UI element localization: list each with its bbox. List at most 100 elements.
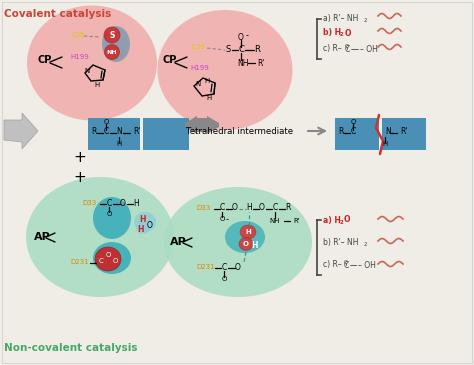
- Ellipse shape: [104, 27, 120, 43]
- Text: N: N: [385, 127, 391, 137]
- Text: – OH: – OH: [358, 261, 376, 269]
- Text: 2: 2: [340, 32, 344, 38]
- FancyBboxPatch shape: [143, 118, 189, 150]
- Text: AP: AP: [170, 237, 187, 247]
- Text: C: C: [103, 127, 109, 137]
- Text: b) R'– NH: b) R'– NH: [323, 238, 358, 247]
- Text: R': R': [257, 58, 264, 68]
- Text: O: O: [238, 32, 244, 42]
- Text: O: O: [345, 28, 352, 38]
- Text: +: +: [73, 150, 86, 165]
- Text: Tetrahedral intermediate: Tetrahedral intermediate: [186, 127, 293, 135]
- Text: O: O: [105, 252, 111, 258]
- Text: H199: H199: [70, 54, 89, 60]
- Text: O: O: [350, 119, 356, 125]
- Ellipse shape: [157, 10, 292, 130]
- Text: -: -: [246, 31, 249, 41]
- Text: H: H: [94, 82, 100, 88]
- Text: H: H: [246, 204, 252, 212]
- Text: O: O: [345, 43, 349, 49]
- Text: O: O: [344, 215, 350, 224]
- Text: O: O: [103, 119, 109, 125]
- FancyBboxPatch shape: [88, 118, 140, 150]
- Text: a) H: a) H: [323, 215, 341, 224]
- FancyArrowPatch shape: [308, 128, 325, 134]
- Text: AP: AP: [34, 232, 51, 242]
- Text: Covalent catalysis: Covalent catalysis: [4, 9, 111, 19]
- Ellipse shape: [134, 212, 156, 232]
- Text: N: N: [116, 127, 122, 137]
- Text: C: C: [273, 204, 278, 212]
- Text: R: R: [91, 127, 96, 137]
- Text: NH: NH: [107, 50, 117, 54]
- Text: C29: C29: [192, 44, 206, 50]
- Text: D231: D231: [196, 264, 215, 270]
- Text: N: N: [195, 81, 201, 87]
- Text: H: H: [140, 215, 146, 224]
- Text: -: -: [226, 215, 229, 224]
- Text: R': R': [293, 218, 300, 224]
- Text: C: C: [345, 45, 350, 54]
- Text: C: C: [350, 127, 356, 137]
- Text: R: R: [285, 204, 291, 212]
- Text: CP: CP: [38, 55, 52, 65]
- Text: H: H: [252, 241, 258, 250]
- Text: O: O: [112, 258, 118, 264]
- Ellipse shape: [136, 222, 150, 234]
- Text: C: C: [219, 204, 225, 212]
- Text: CP: CP: [163, 55, 177, 65]
- Text: H: H: [245, 229, 251, 235]
- Text: C: C: [238, 46, 244, 54]
- Text: D33: D33: [82, 200, 96, 206]
- Text: O: O: [106, 211, 112, 217]
- Text: O: O: [259, 204, 265, 212]
- Text: O: O: [219, 216, 225, 222]
- Text: C: C: [99, 258, 103, 264]
- Text: NH: NH: [270, 218, 280, 224]
- Ellipse shape: [26, 177, 174, 297]
- FancyBboxPatch shape: [382, 118, 426, 150]
- Text: C: C: [106, 199, 111, 207]
- Text: D33: D33: [196, 205, 210, 211]
- Text: O: O: [243, 241, 249, 247]
- Text: H: H: [204, 78, 210, 84]
- Text: c) R–: c) R–: [323, 45, 342, 54]
- Ellipse shape: [164, 187, 312, 297]
- Text: +: +: [73, 170, 86, 185]
- Text: H: H: [206, 95, 211, 101]
- Text: O: O: [120, 199, 126, 207]
- Text: R: R: [254, 46, 260, 54]
- Text: R': R': [400, 127, 408, 137]
- Text: 2: 2: [340, 219, 344, 224]
- Text: NH: NH: [237, 58, 248, 68]
- Ellipse shape: [102, 26, 130, 62]
- Text: O: O: [221, 276, 227, 282]
- Text: S: S: [109, 31, 115, 39]
- Ellipse shape: [93, 197, 131, 239]
- Polygon shape: [4, 113, 38, 149]
- Ellipse shape: [225, 221, 265, 253]
- Text: c) R–: c) R–: [323, 261, 342, 269]
- Text: H: H: [133, 199, 139, 207]
- Text: C29: C29: [72, 32, 86, 38]
- Text: C: C: [221, 262, 227, 272]
- Text: O: O: [344, 260, 348, 265]
- Text: N: N: [84, 68, 90, 74]
- Text: H: H: [383, 141, 388, 147]
- Text: O: O: [235, 262, 241, 272]
- Ellipse shape: [27, 5, 157, 120]
- Text: b) H: b) H: [323, 28, 341, 38]
- Text: H199: H199: [190, 65, 209, 71]
- Text: S: S: [225, 46, 231, 54]
- Text: H: H: [138, 226, 144, 234]
- Text: 2: 2: [364, 18, 367, 23]
- Polygon shape: [185, 116, 219, 134]
- Ellipse shape: [95, 247, 121, 271]
- Text: H: H: [117, 141, 122, 147]
- Text: D231: D231: [70, 259, 89, 265]
- Text: C: C: [343, 261, 348, 269]
- Text: a) R'– NH: a) R'– NH: [323, 14, 358, 23]
- Ellipse shape: [239, 238, 253, 250]
- Text: R: R: [338, 127, 343, 137]
- Text: O: O: [232, 204, 238, 212]
